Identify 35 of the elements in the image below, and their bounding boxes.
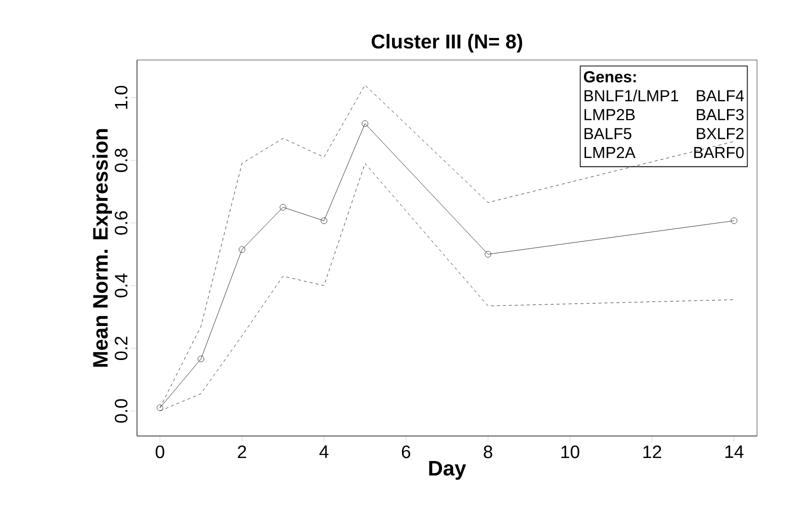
annotation: BXLF2 xyxy=(696,128,744,140)
annotation: BALF4 xyxy=(696,90,744,102)
point xyxy=(362,120,368,127)
annotation: BALF3 xyxy=(696,109,744,120)
y-tick-label: 0.6 xyxy=(114,211,128,235)
x-axis-title: Day xyxy=(429,461,466,480)
y-axis-title: Mean Norm. Expression xyxy=(92,129,112,367)
chart-title: Cluster III (N= 8) xyxy=(372,34,522,53)
x-tick-label: 6 xyxy=(402,446,410,458)
x-tick-label: 2 xyxy=(238,446,246,458)
point xyxy=(280,204,286,210)
line-series xyxy=(160,163,734,412)
x-tick-label: 8 xyxy=(484,446,492,458)
annotation: BARF0 xyxy=(694,146,744,158)
y-tick-label: 0.8 xyxy=(114,148,128,172)
y-tick-label: 0.4 xyxy=(114,274,128,298)
x-tick-label: 12 xyxy=(643,446,662,458)
point xyxy=(730,218,738,224)
point xyxy=(198,356,204,362)
annotation: LMP2A xyxy=(584,146,636,158)
point xyxy=(156,404,164,411)
y-tick-label: 0.2 xyxy=(114,336,128,360)
legend-title: Genes: xyxy=(584,71,636,82)
x-tick-label: 0 xyxy=(156,446,164,458)
annotation: BNLF1/LMP1 xyxy=(584,90,678,102)
annotation: BALF5 xyxy=(584,128,632,140)
point xyxy=(484,251,492,258)
x-tick-label: 4 xyxy=(319,446,328,458)
annotation: LMP2B xyxy=(584,109,635,120)
x-tick-label: 14 xyxy=(725,446,744,458)
x-tick-label: 10 xyxy=(561,446,580,458)
point xyxy=(320,218,328,224)
point xyxy=(238,246,246,253)
y-tick-label: 0.0 xyxy=(114,399,128,423)
y-tick-label: 1.0 xyxy=(114,86,128,109)
